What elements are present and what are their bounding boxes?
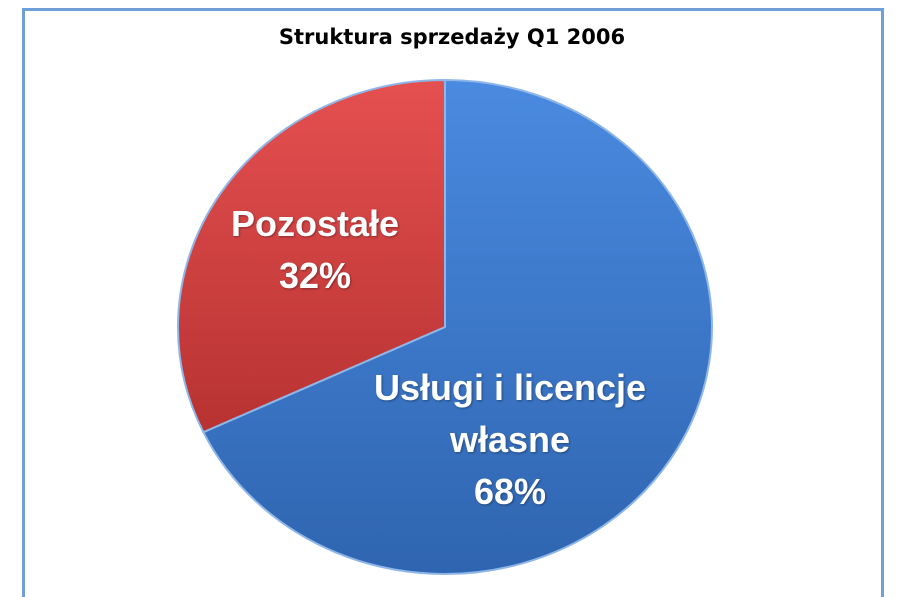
value-label: 32% — [278, 255, 352, 296]
pie-slice — [202, 78, 713, 575]
slice-label: Usługi i licencje własne 68% — [340, 362, 680, 518]
pie-slice — [177, 78, 446, 434]
slice-label: Pozostałe 32% — [185, 198, 445, 302]
chart-title: Struktura sprzedaży Q1 2006 — [279, 25, 625, 49]
category-label: Pozostałe — [230, 203, 400, 244]
chart-frame — [22, 8, 884, 597]
category-label: Usługi i licencje własne — [373, 367, 647, 460]
value-label: 68% — [473, 471, 547, 512]
